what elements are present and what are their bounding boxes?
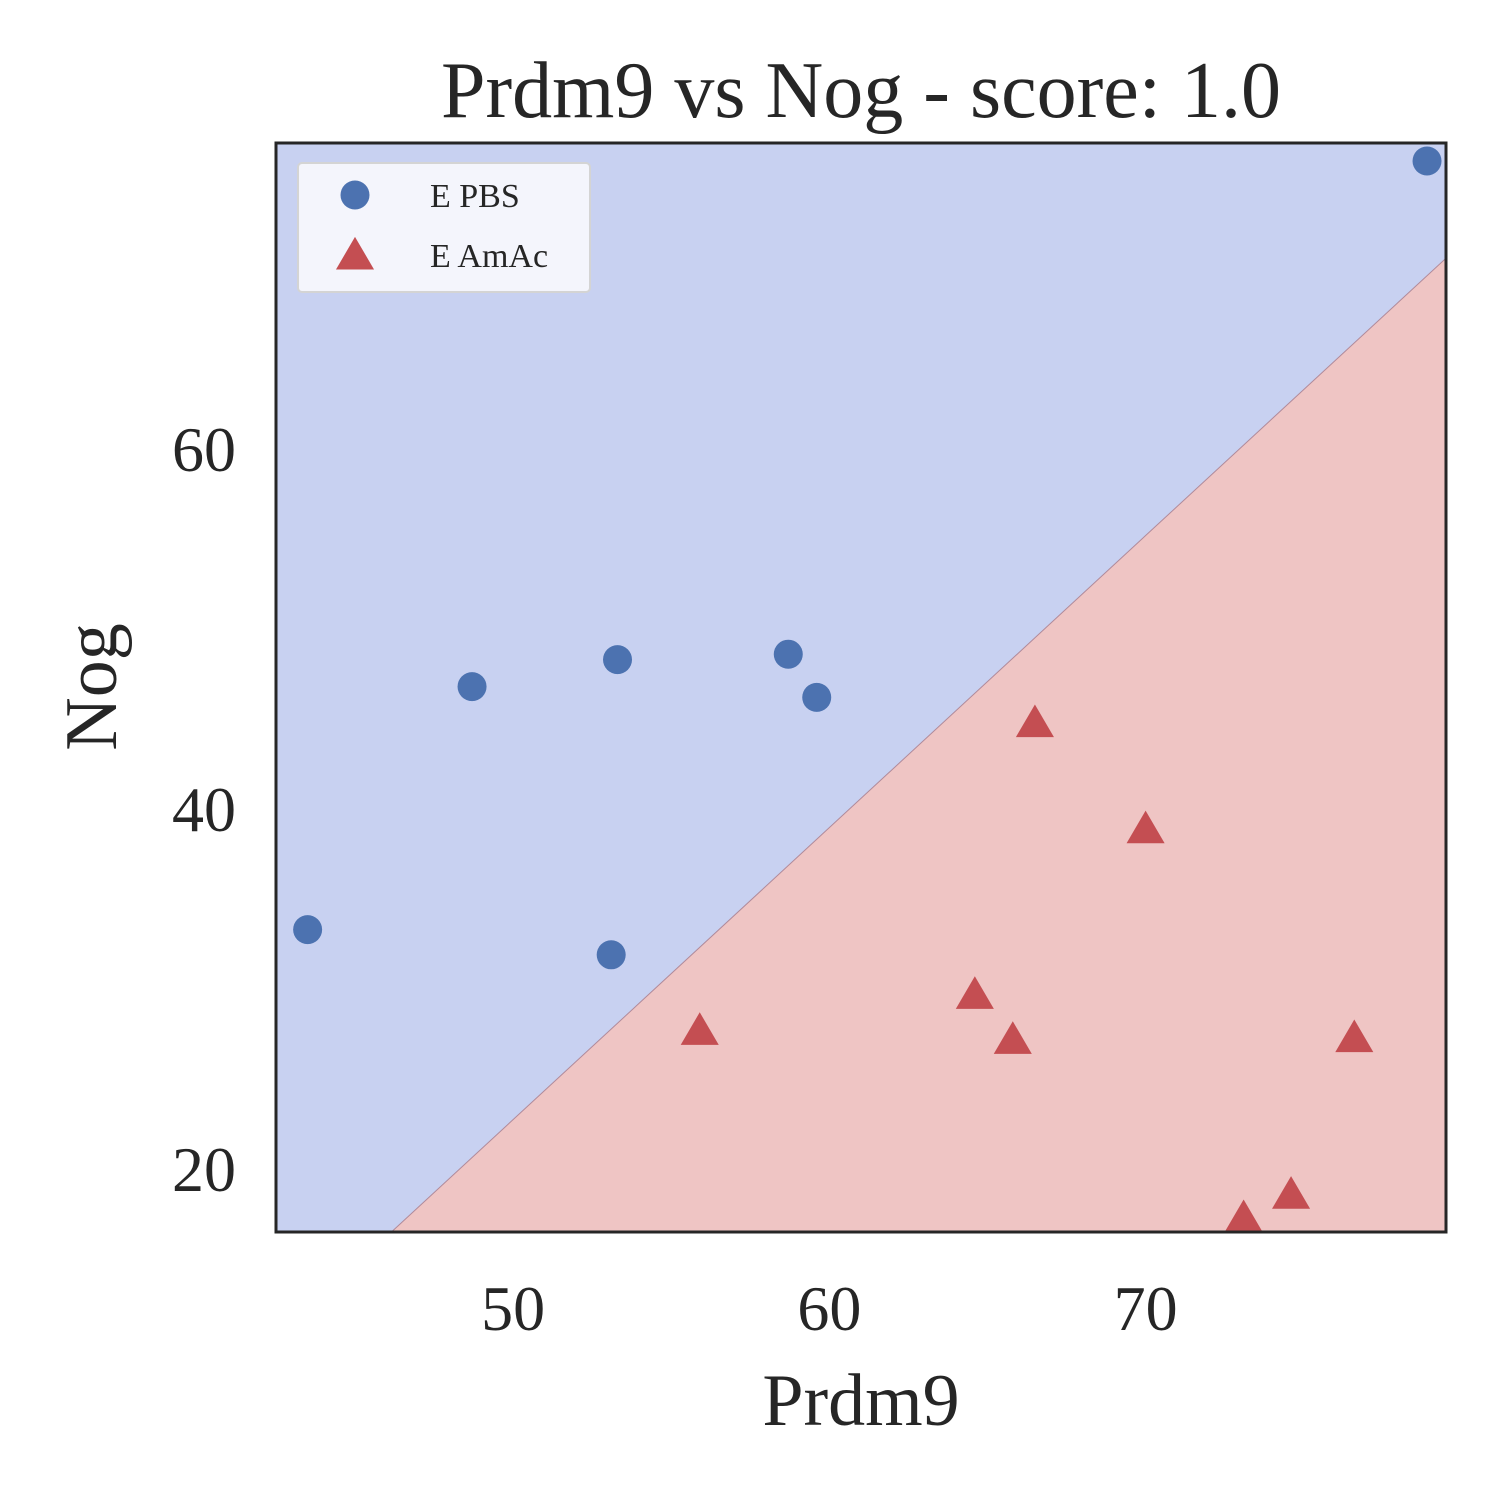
pbs-point-2 — [603, 645, 633, 675]
x-tick-label-0: 50 — [481, 1273, 545, 1344]
x-tick-label-1: 60 — [797, 1273, 861, 1344]
plot-area — [276, 143, 1446, 1232]
amac-point-4 — [1126, 810, 1165, 844]
legend-marker-amac — [335, 236, 375, 270]
legend-marker-pbs — [340, 180, 370, 210]
amac-point-2 — [993, 1021, 1032, 1054]
legend-label-pbs: E PBS — [430, 178, 520, 215]
amac-point-0 — [680, 1012, 719, 1045]
pbs-point-6 — [1412, 146, 1442, 176]
ticks-layer: 50 60 70 20 40 60 — [172, 414, 1178, 1344]
legend: E PBS E AmAc — [297, 162, 591, 293]
pbs-point-1 — [457, 672, 487, 702]
amac-point-6 — [1272, 1176, 1311, 1209]
amac-point-3 — [1015, 704, 1054, 738]
y-tick-label-0: 20 — [172, 1134, 236, 1205]
amac-point-7 — [1335, 1019, 1374, 1053]
region-upper — [276, 143, 1446, 1232]
decision-boundary — [391, 257, 1446, 1232]
x-axis-label: Prdm9 — [762, 1360, 959, 1442]
pbs-point-3 — [596, 940, 626, 970]
y-tick-label-1: 40 — [172, 774, 236, 845]
points-layer — [293, 146, 1442, 1233]
x-tick-label-2: 70 — [1114, 1273, 1178, 1344]
legend-box — [297, 162, 591, 293]
amac-point-5 — [1224, 1199, 1263, 1233]
pbs-point-0 — [293, 915, 323, 945]
pbs-point-5 — [802, 682, 832, 712]
pbs-point-4 — [773, 639, 803, 669]
plot-frame — [274, 141, 1448, 1234]
chart-title: Prdm9 vs Nog - score: 1.0 — [441, 47, 1281, 135]
y-axis-label: Nog — [51, 623, 133, 750]
legend-label-amac: E AmAc — [430, 238, 548, 275]
y-tick-label-2: 60 — [172, 414, 236, 485]
amac-point-1 — [955, 976, 994, 1009]
